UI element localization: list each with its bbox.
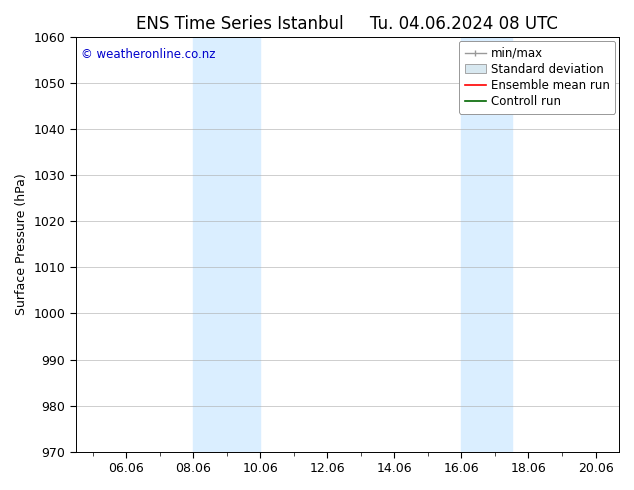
Bar (462, 37, 512, 452)
Legend: min/max, Standard deviation, Ensemble mean run, Controll run: min/max, Standard deviation, Ensemble me… (459, 41, 616, 114)
Bar (193, 37, 260, 452)
Text: © weatheronline.co.nz: © weatheronline.co.nz (81, 48, 216, 61)
Title: ENS Time Series Istanbul     Tu. 04.06.2024 08 UTC: ENS Time Series Istanbul Tu. 04.06.2024 … (136, 15, 559, 33)
Y-axis label: Surface Pressure (hPa): Surface Pressure (hPa) (15, 173, 28, 316)
